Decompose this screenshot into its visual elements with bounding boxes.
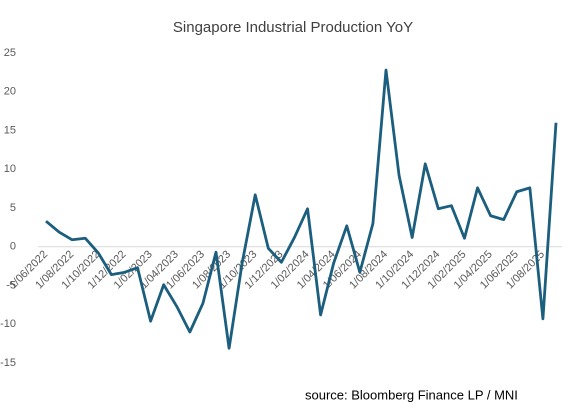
y-tick-label: 20 — [4, 86, 16, 98]
y-tick-label: 10 — [4, 163, 16, 175]
y-tick-label: -15 — [0, 357, 16, 369]
y-tick-label: -5 — [6, 279, 16, 291]
y-tick-label: 15 — [4, 124, 16, 136]
series-line — [45, 68, 558, 350]
source: source: Bloomberg Finance LP / MNI — [305, 387, 518, 402]
y-tick-label: 25 — [4, 47, 16, 59]
y-tick-label: -10 — [0, 318, 16, 330]
chart-title: Singapore Industrial Production YoY — [173, 19, 413, 36]
y-tick-label: 5 — [10, 202, 16, 214]
y-tick-label: 0 — [10, 241, 16, 253]
